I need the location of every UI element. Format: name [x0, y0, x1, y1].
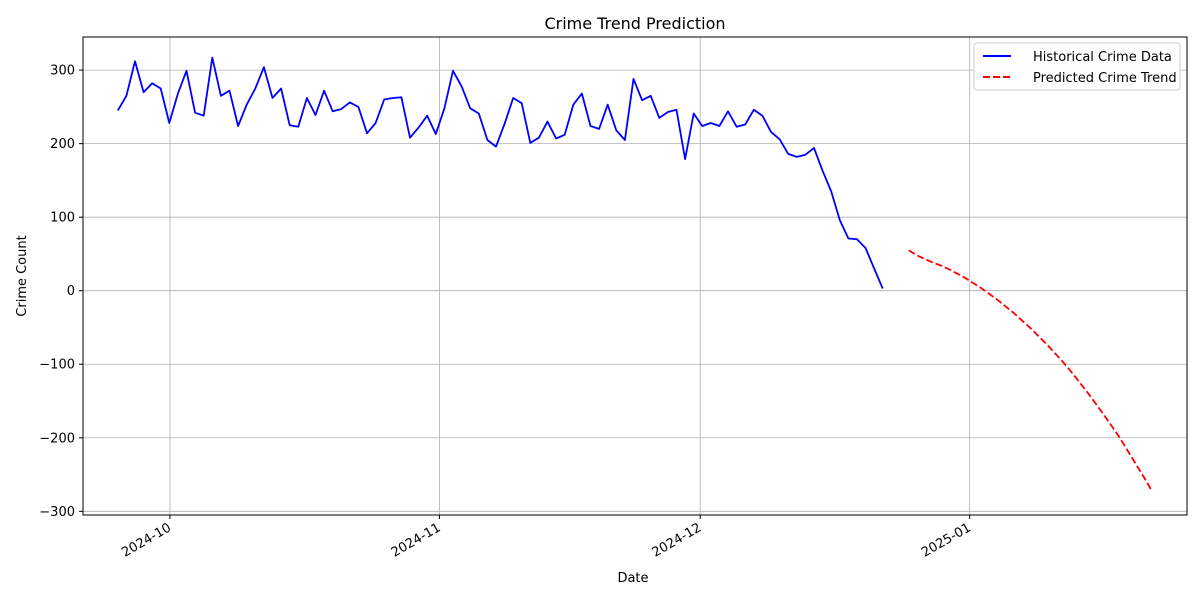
x-axis-title: Date	[617, 571, 648, 586]
historical-series-line	[117, 56, 884, 289]
legend: Historical Crime Data Predicted Crime Tr…	[973, 42, 1181, 91]
chart-title: Crime Trend Prediction	[544, 14, 725, 33]
legend-label-predicted: Predicted Crime Trend	[1033, 71, 1177, 86]
legend-label-historical: Historical Crime Data	[1033, 50, 1172, 65]
y-axis-title: Crime Count	[15, 235, 30, 316]
y-tick-label: −200	[39, 431, 75, 446]
y-tick-label: 200	[50, 137, 75, 152]
predicted-series-line	[908, 249, 1153, 492]
y-tick-label: −300	[39, 505, 75, 520]
y-tick-label: 0	[67, 284, 75, 299]
legend-box	[973, 42, 1181, 91]
y-axis: −300 −200 −100 0 100 200 300	[39, 64, 83, 520]
y-tick-label: 300	[50, 64, 75, 79]
plot-area-frame	[82, 36, 1188, 516]
y-tick-label: −100	[39, 358, 75, 373]
y-tick-label: 100	[50, 211, 75, 226]
series-layer	[117, 56, 1153, 492]
